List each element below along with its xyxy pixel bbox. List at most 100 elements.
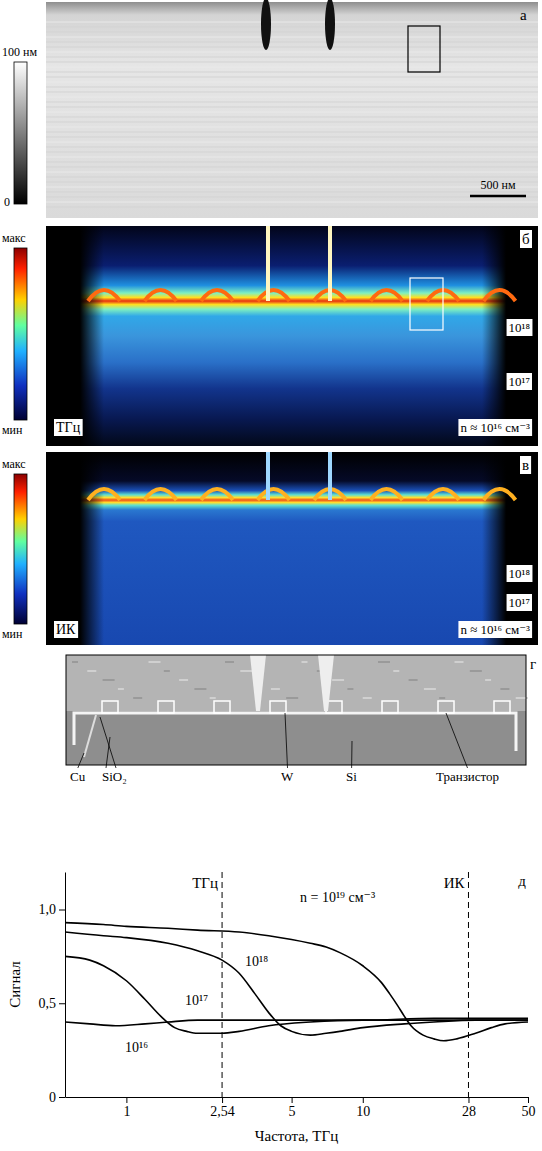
y-tick-label: 0 <box>49 1090 56 1105</box>
scan-line <box>46 42 538 43</box>
scan-line <box>46 172 538 173</box>
band-arc <box>484 489 516 500</box>
colorbar <box>14 62 27 204</box>
panel-letter: в <box>522 457 529 473</box>
label-patch <box>54 419 83 436</box>
sem-texture <box>286 697 298 699</box>
series-line <box>65 923 528 1041</box>
sem-texture <box>439 697 445 699</box>
copper-line <box>84 715 96 757</box>
band-arc <box>145 290 177 301</box>
y-tick: 1,0 <box>39 902 66 917</box>
x-tick: 5 <box>289 1097 296 1119</box>
transistor-gate <box>438 701 454 713</box>
sem-texture <box>363 697 372 699</box>
panel-a: 100 нм0500 нма <box>2 0 538 218</box>
x-tick: 1 <box>123 1097 130 1119</box>
series-line <box>65 932 528 1035</box>
scan-line <box>46 152 538 153</box>
scan-line <box>46 112 538 113</box>
y-axis-line <box>65 873 66 1098</box>
y-tick: 0,5 <box>39 996 66 1011</box>
annotation-line <box>222 872 223 1097</box>
band-arc <box>427 489 459 500</box>
scan-line <box>46 47 538 48</box>
sem-texture <box>500 688 509 690</box>
band-arc <box>371 489 403 500</box>
transistor-gate <box>270 701 286 713</box>
sem-texture <box>164 670 170 672</box>
concentration-label: n ≈ 10¹⁶ см⁻³ <box>460 420 530 435</box>
scan-line <box>46 167 538 168</box>
x-tick-mark <box>222 1097 223 1103</box>
scan-line <box>46 122 538 123</box>
structure-label: W <box>281 769 294 784</box>
band-arc <box>484 290 516 301</box>
concentration-label: 10¹⁷ <box>509 374 530 389</box>
structure-label: SiO₂ <box>102 769 127 784</box>
scan-line <box>46 72 538 73</box>
label-patch <box>54 621 78 638</box>
spike <box>328 452 332 500</box>
x-tick: 10 <box>356 1097 370 1119</box>
annotation-label: ТГц <box>192 875 218 891</box>
scan-line <box>46 27 538 28</box>
colorbar-label: макс <box>2 231 26 245</box>
x-axis-line <box>66 1097 529 1098</box>
scan-line <box>46 147 538 148</box>
x-tick-mark <box>468 1097 469 1103</box>
y-tick-mark <box>59 1097 65 1098</box>
concentration-label: 10¹⁸ <box>509 320 531 335</box>
scan-line <box>46 157 538 158</box>
y-axis-title: Сигнал <box>7 961 23 1008</box>
sem-texture <box>409 679 418 681</box>
scan-line <box>46 132 538 133</box>
scan-line <box>46 207 538 208</box>
scan-line <box>46 127 538 128</box>
x-tick: 28 <box>462 1097 476 1119</box>
band-arc <box>258 290 290 301</box>
sem-texture <box>332 679 344 681</box>
label-patch <box>507 319 533 336</box>
sem-texture <box>179 679 188 681</box>
chart-panel: 12,54510285000,51,0ТГцИКn = 10¹⁹ см⁻³10¹… <box>7 872 536 1144</box>
spike <box>328 226 332 301</box>
colorbar-label: мин <box>2 423 23 437</box>
structure-label: Si <box>346 769 357 784</box>
dark-streak <box>325 0 335 50</box>
leader-line <box>78 753 84 768</box>
scan-line <box>46 117 538 118</box>
scan-line <box>46 142 538 143</box>
x-tick-mark <box>528 1097 529 1103</box>
y-tick-mark <box>59 910 65 911</box>
x-tick: 2,54 <box>210 1097 235 1119</box>
panel-letter: а <box>520 7 527 23</box>
method-label: ИК <box>56 622 76 637</box>
plot-area <box>65 872 528 1097</box>
transistor-gate <box>158 701 174 713</box>
transistor-gate <box>102 701 118 713</box>
y-tick-mark <box>59 1003 65 1004</box>
series-label: 10¹⁸ <box>245 954 268 969</box>
sem-texture <box>225 661 234 663</box>
figure: 100 нм0500 нма макс мин 10¹⁸ 10¹⁷ n ≈ 10¹⁶ см… <box>0 0 542 1151</box>
scan-line <box>46 82 538 83</box>
sem-texture <box>240 670 252 672</box>
sem-texture <box>118 688 124 690</box>
sem-texture <box>194 688 206 690</box>
x-tick-label: 28 <box>462 1104 476 1119</box>
transistor-gate <box>494 701 510 713</box>
sem-texture <box>72 661 78 663</box>
selection-box <box>410 278 443 330</box>
scan-line <box>46 22 538 23</box>
sem-texture <box>210 697 216 699</box>
annotation-line <box>468 872 469 1097</box>
leader-line <box>285 713 288 768</box>
colorbar-label: 0 <box>4 195 10 209</box>
band-arc <box>88 489 120 500</box>
scan-line <box>46 102 538 103</box>
scan-line <box>46 52 538 53</box>
scan-line <box>46 57 538 58</box>
label-patch <box>507 565 533 582</box>
scan-line <box>46 197 538 198</box>
